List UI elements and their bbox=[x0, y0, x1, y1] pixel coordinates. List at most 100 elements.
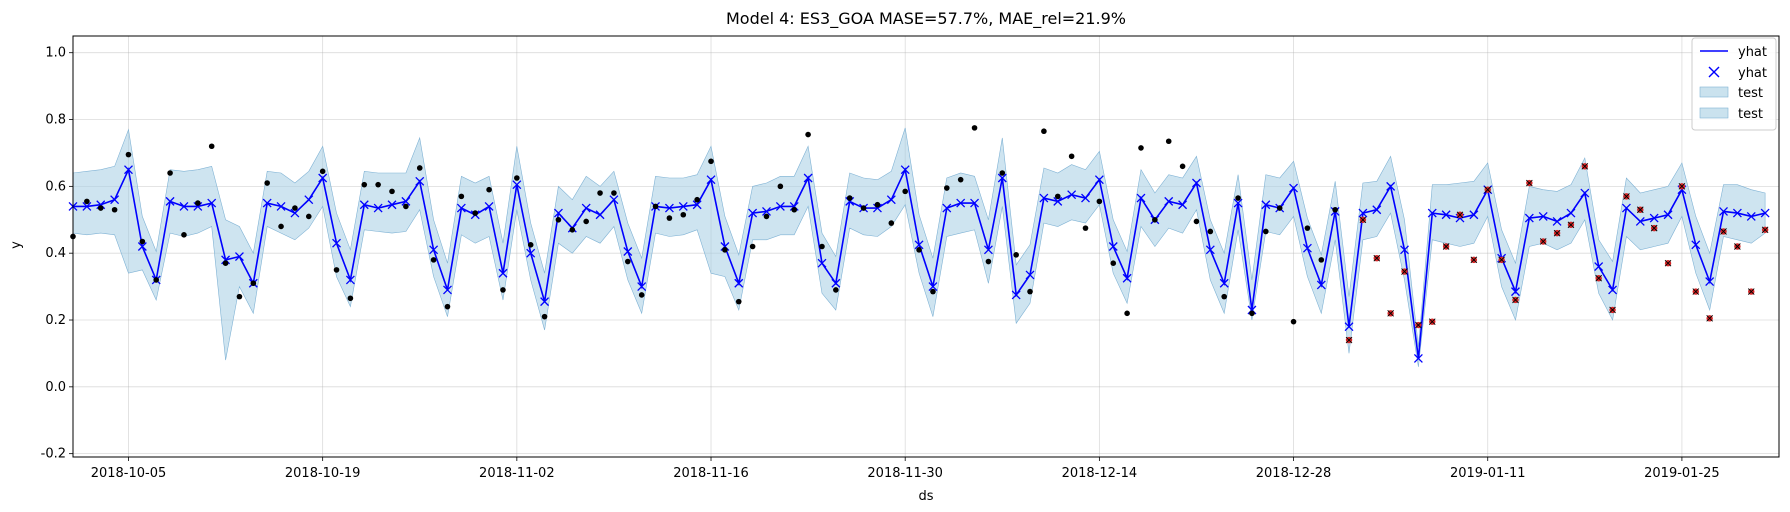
test-point-marker bbox=[1442, 243, 1450, 250]
x-axis-label: ds bbox=[918, 489, 933, 504]
actual-point bbox=[1193, 218, 1200, 225]
legend: yhat yhat test test bbox=[1691, 37, 1777, 131]
actual-point bbox=[236, 293, 243, 300]
yhat-marker bbox=[276, 201, 286, 211]
grid-lines bbox=[73, 36, 1779, 457]
actual-point bbox=[181, 232, 187, 238]
yhat-marker bbox=[1705, 277, 1715, 287]
y-tick-label: 0.2 bbox=[45, 313, 66, 328]
test-point-marker bbox=[1359, 216, 1367, 224]
yhat-marker bbox=[775, 201, 785, 211]
test-point-marker bbox=[1456, 211, 1464, 219]
yhat-marker bbox=[1441, 210, 1451, 220]
actual-point bbox=[1068, 153, 1075, 160]
yhat-marker bbox=[304, 195, 314, 205]
yhat-marker bbox=[1192, 178, 1201, 188]
actual-point bbox=[1165, 138, 1172, 145]
test-point-marker bbox=[1373, 254, 1381, 262]
legend-label-1: yhat bbox=[1738, 66, 1767, 81]
yhat-marker bbox=[318, 173, 328, 183]
yhat-marker bbox=[443, 285, 452, 295]
test-point-marker bbox=[1512, 296, 1519, 304]
actual-point bbox=[638, 292, 645, 298]
legend-label-2: test bbox=[1738, 86, 1763, 101]
actual-point bbox=[319, 168, 326, 175]
actual-point bbox=[1152, 216, 1158, 223]
actual-point bbox=[1054, 193, 1061, 200]
actual-point bbox=[111, 206, 118, 213]
actual-point bbox=[985, 258, 992, 265]
x-axis-ticks: 2018-10-05 2018-10-19 2018-11-02 2018-11-16… bbox=[91, 457, 1720, 481]
yhat-marker bbox=[942, 203, 952, 213]
y-tick-label: 0.4 bbox=[45, 246, 66, 261]
plot-frame bbox=[72, 35, 1780, 458]
actual-point bbox=[1013, 252, 1019, 258]
test-point-marker bbox=[1734, 243, 1741, 250]
y-tick-label: 1.0 bbox=[45, 46, 66, 61]
yhat-marker bbox=[1566, 208, 1576, 218]
actual-point bbox=[250, 280, 257, 287]
yhat-marker bbox=[415, 176, 425, 186]
chart-title: Model 4: ES3_GOA MASE=57.7%, MAE_rel=21.… bbox=[726, 9, 1126, 29]
actual-point bbox=[722, 247, 728, 253]
y-tick-label: 0.6 bbox=[45, 179, 66, 194]
yhat-marker bbox=[748, 208, 758, 218]
yhat-marker bbox=[540, 297, 550, 307]
yhat-marker bbox=[581, 203, 591, 213]
x-tick-label: 2018-12-28 bbox=[1256, 466, 1332, 481]
test-point-marker bbox=[1678, 183, 1686, 190]
yhat-marker bbox=[553, 208, 563, 218]
actual-point bbox=[1207, 228, 1214, 235]
y-axis-ticks: -0.2 0.0 0.2 0.4 0.6 0.8 1.0 bbox=[41, 46, 73, 462]
actual-point bbox=[264, 180, 270, 186]
yhat-marker bbox=[1081, 193, 1090, 203]
test-point-marker bbox=[1567, 221, 1575, 229]
yhat-marker bbox=[526, 248, 536, 258]
yhat-marker bbox=[290, 208, 300, 218]
yhat-marker bbox=[124, 165, 133, 175]
test-point-marker bbox=[1498, 256, 1505, 264]
actual-point bbox=[916, 247, 922, 253]
y-tick-label: 0.0 bbox=[45, 380, 66, 395]
actual-point bbox=[1096, 198, 1103, 205]
yhat-marker bbox=[1233, 198, 1243, 208]
actual-point bbox=[486, 186, 492, 193]
yhat-marker bbox=[1580, 188, 1590, 198]
actual-point bbox=[1179, 163, 1186, 170]
actual-point bbox=[680, 211, 687, 218]
yhat-marker bbox=[692, 200, 702, 210]
actual-point bbox=[819, 243, 825, 250]
actual-point bbox=[1290, 318, 1297, 325]
actual-point bbox=[735, 298, 742, 305]
actual-point bbox=[874, 201, 881, 208]
actual-point bbox=[1027, 288, 1033, 295]
actual-point bbox=[416, 165, 423, 171]
actual-point bbox=[1235, 195, 1241, 201]
test-point-marker bbox=[1387, 310, 1394, 317]
actual-point bbox=[999, 170, 1006, 176]
yhat-marker bbox=[706, 175, 716, 185]
actual-point bbox=[583, 218, 589, 225]
actual-point bbox=[333, 267, 340, 273]
legend-box bbox=[1691, 37, 1777, 131]
actual-point bbox=[888, 220, 895, 226]
actual-point bbox=[555, 216, 562, 223]
yhat-marker bbox=[1400, 245, 1409, 255]
actual-point bbox=[403, 203, 409, 210]
yhat-marker bbox=[1178, 200, 1188, 210]
yhat-marker bbox=[1760, 208, 1770, 218]
actual-point bbox=[472, 210, 479, 216]
actual-point bbox=[541, 313, 548, 320]
legend-label-0: yhat bbox=[1738, 45, 1767, 60]
yhat-marker bbox=[110, 195, 120, 205]
actual-point bbox=[514, 175, 520, 181]
actual-point bbox=[1263, 228, 1269, 235]
actual-point bbox=[791, 206, 798, 213]
y-tick-label: -0.2 bbox=[41, 447, 66, 462]
yhat-marker bbox=[137, 242, 147, 251]
test-point-marker bbox=[1428, 318, 1436, 325]
yhat-marker bbox=[914, 240, 924, 250]
yhat-marker bbox=[1108, 242, 1118, 251]
actual-point bbox=[1318, 257, 1325, 263]
